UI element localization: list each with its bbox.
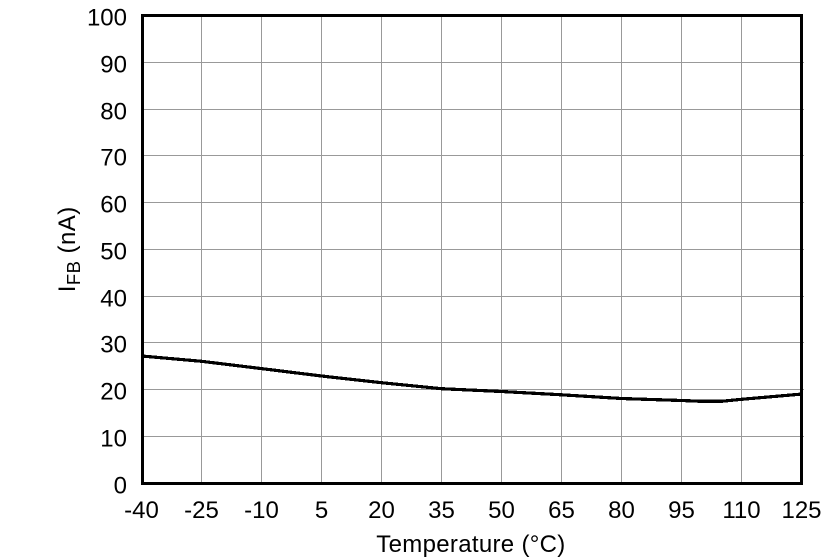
svg-text:100: 100 <box>87 4 127 31</box>
svg-text:-40: -40 <box>124 497 159 524</box>
svg-text:90: 90 <box>100 51 127 78</box>
svg-text:110: 110 <box>722 497 760 524</box>
svg-text:0: 0 <box>114 472 127 499</box>
svg-text:20: 20 <box>100 378 127 405</box>
svg-text:125: 125 <box>781 497 821 524</box>
svg-text:10: 10 <box>100 425 127 452</box>
svg-text:5: 5 <box>315 497 328 524</box>
svg-text:50: 50 <box>100 238 127 265</box>
svg-text:65: 65 <box>548 497 575 524</box>
svg-text:Temperature (°C): Temperature (°C) <box>376 531 565 558</box>
svg-text:-25: -25 <box>184 497 219 524</box>
svg-text:80: 80 <box>100 98 127 125</box>
svg-text:50: 50 <box>488 497 515 524</box>
svg-text:60: 60 <box>100 191 127 218</box>
svg-text:20: 20 <box>368 497 395 524</box>
svg-text:95: 95 <box>668 497 695 524</box>
svg-text:-10: -10 <box>244 497 279 524</box>
svg-text:70: 70 <box>100 144 127 171</box>
svg-text:40: 40 <box>100 285 127 312</box>
svg-text:30: 30 <box>100 331 127 358</box>
svg-text:35: 35 <box>428 497 455 524</box>
svg-text:80: 80 <box>608 497 635 524</box>
